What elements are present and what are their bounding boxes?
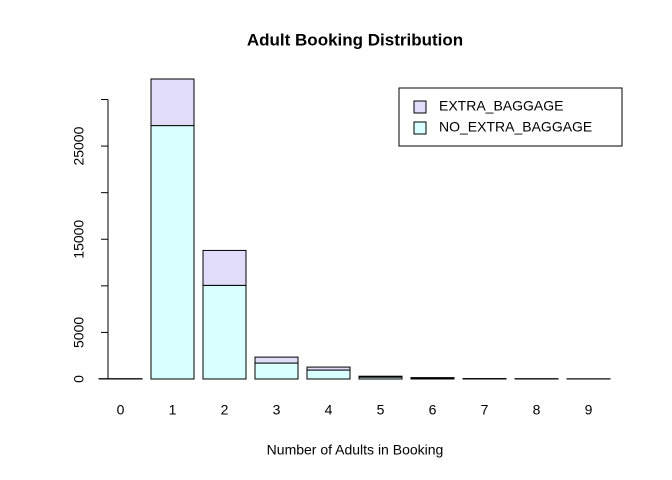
x-tick-label: 1 <box>169 402 177 418</box>
legend-label: EXTRA_BAGGAGE <box>439 98 563 114</box>
x-tick-label: 8 <box>533 402 541 418</box>
x-tick-label: 0 <box>117 402 125 418</box>
x-tick-label: 9 <box>585 402 593 418</box>
bar-segment <box>254 356 299 364</box>
bar-segment <box>150 125 195 380</box>
legend-label: NO_EXTRA_BAGGAGE <box>439 119 592 135</box>
legend-box <box>398 87 623 147</box>
x-axis-label: Number of Adults in Booking <box>267 442 444 458</box>
y-tick-label: 15000 <box>71 220 87 259</box>
bar-segment <box>254 362 299 380</box>
bar-segment <box>202 284 247 380</box>
x-tick-label: 6 <box>429 402 437 418</box>
x-tick-label: 4 <box>325 402 333 418</box>
x-tick-label: 2 <box>221 402 229 418</box>
y-tick-label: 25000 <box>71 126 87 165</box>
y-tick-label: 5000 <box>71 317 87 348</box>
y-tick-label: 0 <box>71 375 87 383</box>
bar-segment <box>202 249 247 286</box>
legend-swatch <box>413 100 427 114</box>
x-tick-label: 5 <box>377 402 385 418</box>
bar-segment <box>306 369 351 380</box>
bar-segment <box>358 375 403 378</box>
x-tick-label: 7 <box>481 402 489 418</box>
chart-title: Adult Booking Distribution <box>247 30 463 49</box>
bar-segment <box>150 78 195 127</box>
legend-swatch <box>413 121 427 135</box>
bar-segment <box>306 366 351 371</box>
x-tick-label: 3 <box>273 402 281 418</box>
